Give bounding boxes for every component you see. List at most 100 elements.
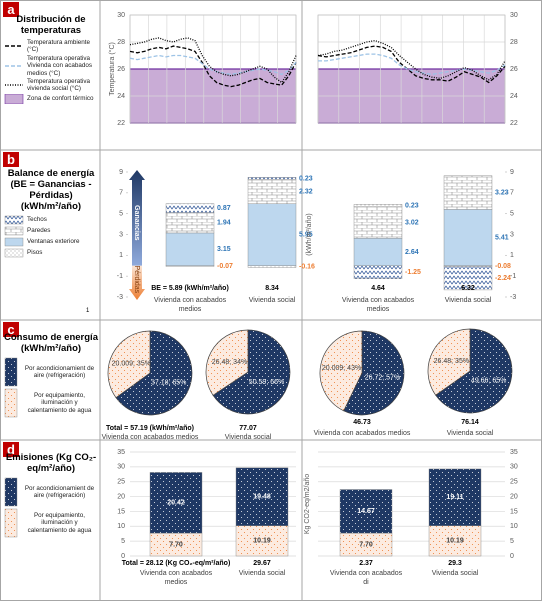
value-label: 26.48; 35%	[434, 358, 469, 365]
bar-segment	[353, 204, 403, 207]
bar-segment	[165, 232, 215, 266]
y-tick-label: 0	[510, 553, 514, 560]
y-tick-label: 10	[510, 523, 518, 530]
legend-entry: Pisos	[4, 248, 98, 258]
value-label: 19.48	[253, 494, 271, 501]
plot-border	[317, 14, 506, 124]
y-tick-label: 25	[510, 479, 518, 486]
y-tick-label: 28	[510, 39, 518, 46]
y-tick-label: 25	[117, 479, 125, 486]
legend-swatch	[4, 237, 24, 247]
y-tick-label: 5	[119, 211, 123, 218]
legend-title: Consumo de energía (kWh/m²/año)	[4, 332, 98, 354]
legend-entry: Techos	[4, 215, 98, 225]
value-label: 20.42	[167, 500, 185, 507]
pie-slice	[435, 328, 513, 414]
y-tick-label: -1	[117, 273, 123, 280]
panel-letter: b	[3, 152, 19, 167]
y-axis-title: Temperatura (°C)	[108, 42, 116, 96]
value-label: 1.94	[217, 220, 231, 227]
footnote: 1	[86, 308, 90, 314]
total-label: Total = 28.12 (Kg CO₂-eq/m²/año)	[122, 560, 231, 567]
bar-segment	[353, 265, 403, 279]
y-axis-title: Kg CO2-eq/m2/año	[304, 474, 311, 534]
value-label: 20.009; 35%	[112, 360, 151, 367]
legend-swatch	[4, 93, 24, 104]
y-tick-label: 15	[117, 508, 125, 515]
bar-segment	[428, 525, 482, 557]
y-tick-label: 0	[121, 553, 125, 560]
x-tick-label: Vivienda con acabados di	[330, 570, 403, 586]
legend-text: Pisos	[27, 249, 43, 257]
y-tick-label: 10	[117, 523, 125, 530]
panel-letter: d	[3, 442, 19, 457]
legend-text: Por equipamiento, iluminación y calentam…	[27, 511, 92, 534]
pie-slice	[212, 329, 291, 415]
legend-swatch	[4, 248, 24, 258]
legend-swatch	[4, 388, 18, 418]
x-tick-label: Vivienda con acabados medios	[154, 297, 227, 313]
x-tick-label: Vivienda con acabados medios	[140, 570, 213, 586]
total-label: 29.67	[253, 560, 271, 567]
y-tick-label: 30	[117, 464, 125, 471]
bar-segment	[247, 265, 297, 268]
legend-box	[4, 508, 18, 538]
legend-box	[4, 248, 24, 258]
bar-segment	[165, 203, 215, 213]
y-tick-label: 1	[119, 252, 123, 259]
legend: Emisiones (Kg CO₂-eq/m²/año) Por acondici…	[4, 452, 98, 539]
x-tick-label: Vivienda social	[249, 297, 296, 304]
total-label: 8.34	[265, 285, 279, 292]
legend: Distribución de temperaturas Temperatura …	[4, 14, 98, 105]
legend-swatch	[4, 477, 18, 507]
value-label: 2.64	[405, 249, 419, 256]
y-tick-label: 7	[510, 190, 514, 197]
y-tick-label: -3	[117, 294, 123, 301]
legend-entry: Ventanas exteriore	[4, 237, 98, 247]
total-label: BE = 5.89 (kWh/m²/año)	[151, 285, 229, 292]
value-label: 2.32	[299, 189, 313, 196]
pie-slice	[107, 330, 151, 399]
legend-text: Temperatura operativa Vivienda con acaba…	[27, 54, 93, 77]
bar-segment	[353, 206, 403, 239]
value-label: -2.24	[495, 275, 511, 282]
legend-entry: Por acondicionamient de aire (refrigerac…	[4, 357, 98, 387]
value-label: 14.67	[357, 508, 375, 515]
y-tick-label: 5	[510, 211, 514, 218]
value-label: 5.95	[299, 232, 313, 239]
legend-box	[4, 93, 24, 104]
panel-letter: c	[3, 322, 19, 337]
value-label: 20.009; 43%	[322, 365, 361, 372]
x-tick-label: Vivienda social	[432, 570, 479, 577]
category-label: Vivienda con acabados medios	[314, 430, 411, 437]
y-tick-label: 35	[510, 449, 518, 456]
line-series	[317, 45, 506, 84]
legend-box	[4, 215, 24, 225]
legend-entry: Por equipamiento, iluminación y calentam…	[4, 508, 98, 538]
value-label: -0.16	[299, 263, 315, 270]
value-label: 3.02	[405, 219, 419, 226]
value-label: 3.15	[217, 246, 231, 253]
legend-text: Zona de confort térmico	[27, 95, 94, 103]
bar-segment	[443, 175, 493, 210]
total-label: 76.14	[461, 419, 479, 426]
y-tick-label: 26	[117, 66, 125, 73]
pie-slice	[343, 330, 405, 416]
legend-text: Temperatura operativa vivienda social (°…	[27, 78, 91, 93]
legend: Balance de energía (BE = Ganancias - Pér…	[4, 168, 98, 259]
bar-segment	[339, 489, 393, 534]
legend-swatch	[5, 45, 23, 48]
bar-segment	[443, 266, 493, 291]
line-series	[318, 53, 506, 76]
legend-swatch	[5, 84, 23, 87]
value-label: 3.23	[495, 189, 509, 196]
legend-entry: Por acondicionamient de aire (refrigerac…	[4, 477, 98, 507]
y-tick-label: 30	[510, 12, 518, 19]
legend-swatch	[4, 215, 24, 225]
y-tick-label: 7	[119, 190, 123, 197]
total-label: 77.07	[239, 425, 257, 432]
x-tick-label: Vivienda social	[239, 570, 286, 577]
total-label: 2.37	[359, 560, 373, 567]
